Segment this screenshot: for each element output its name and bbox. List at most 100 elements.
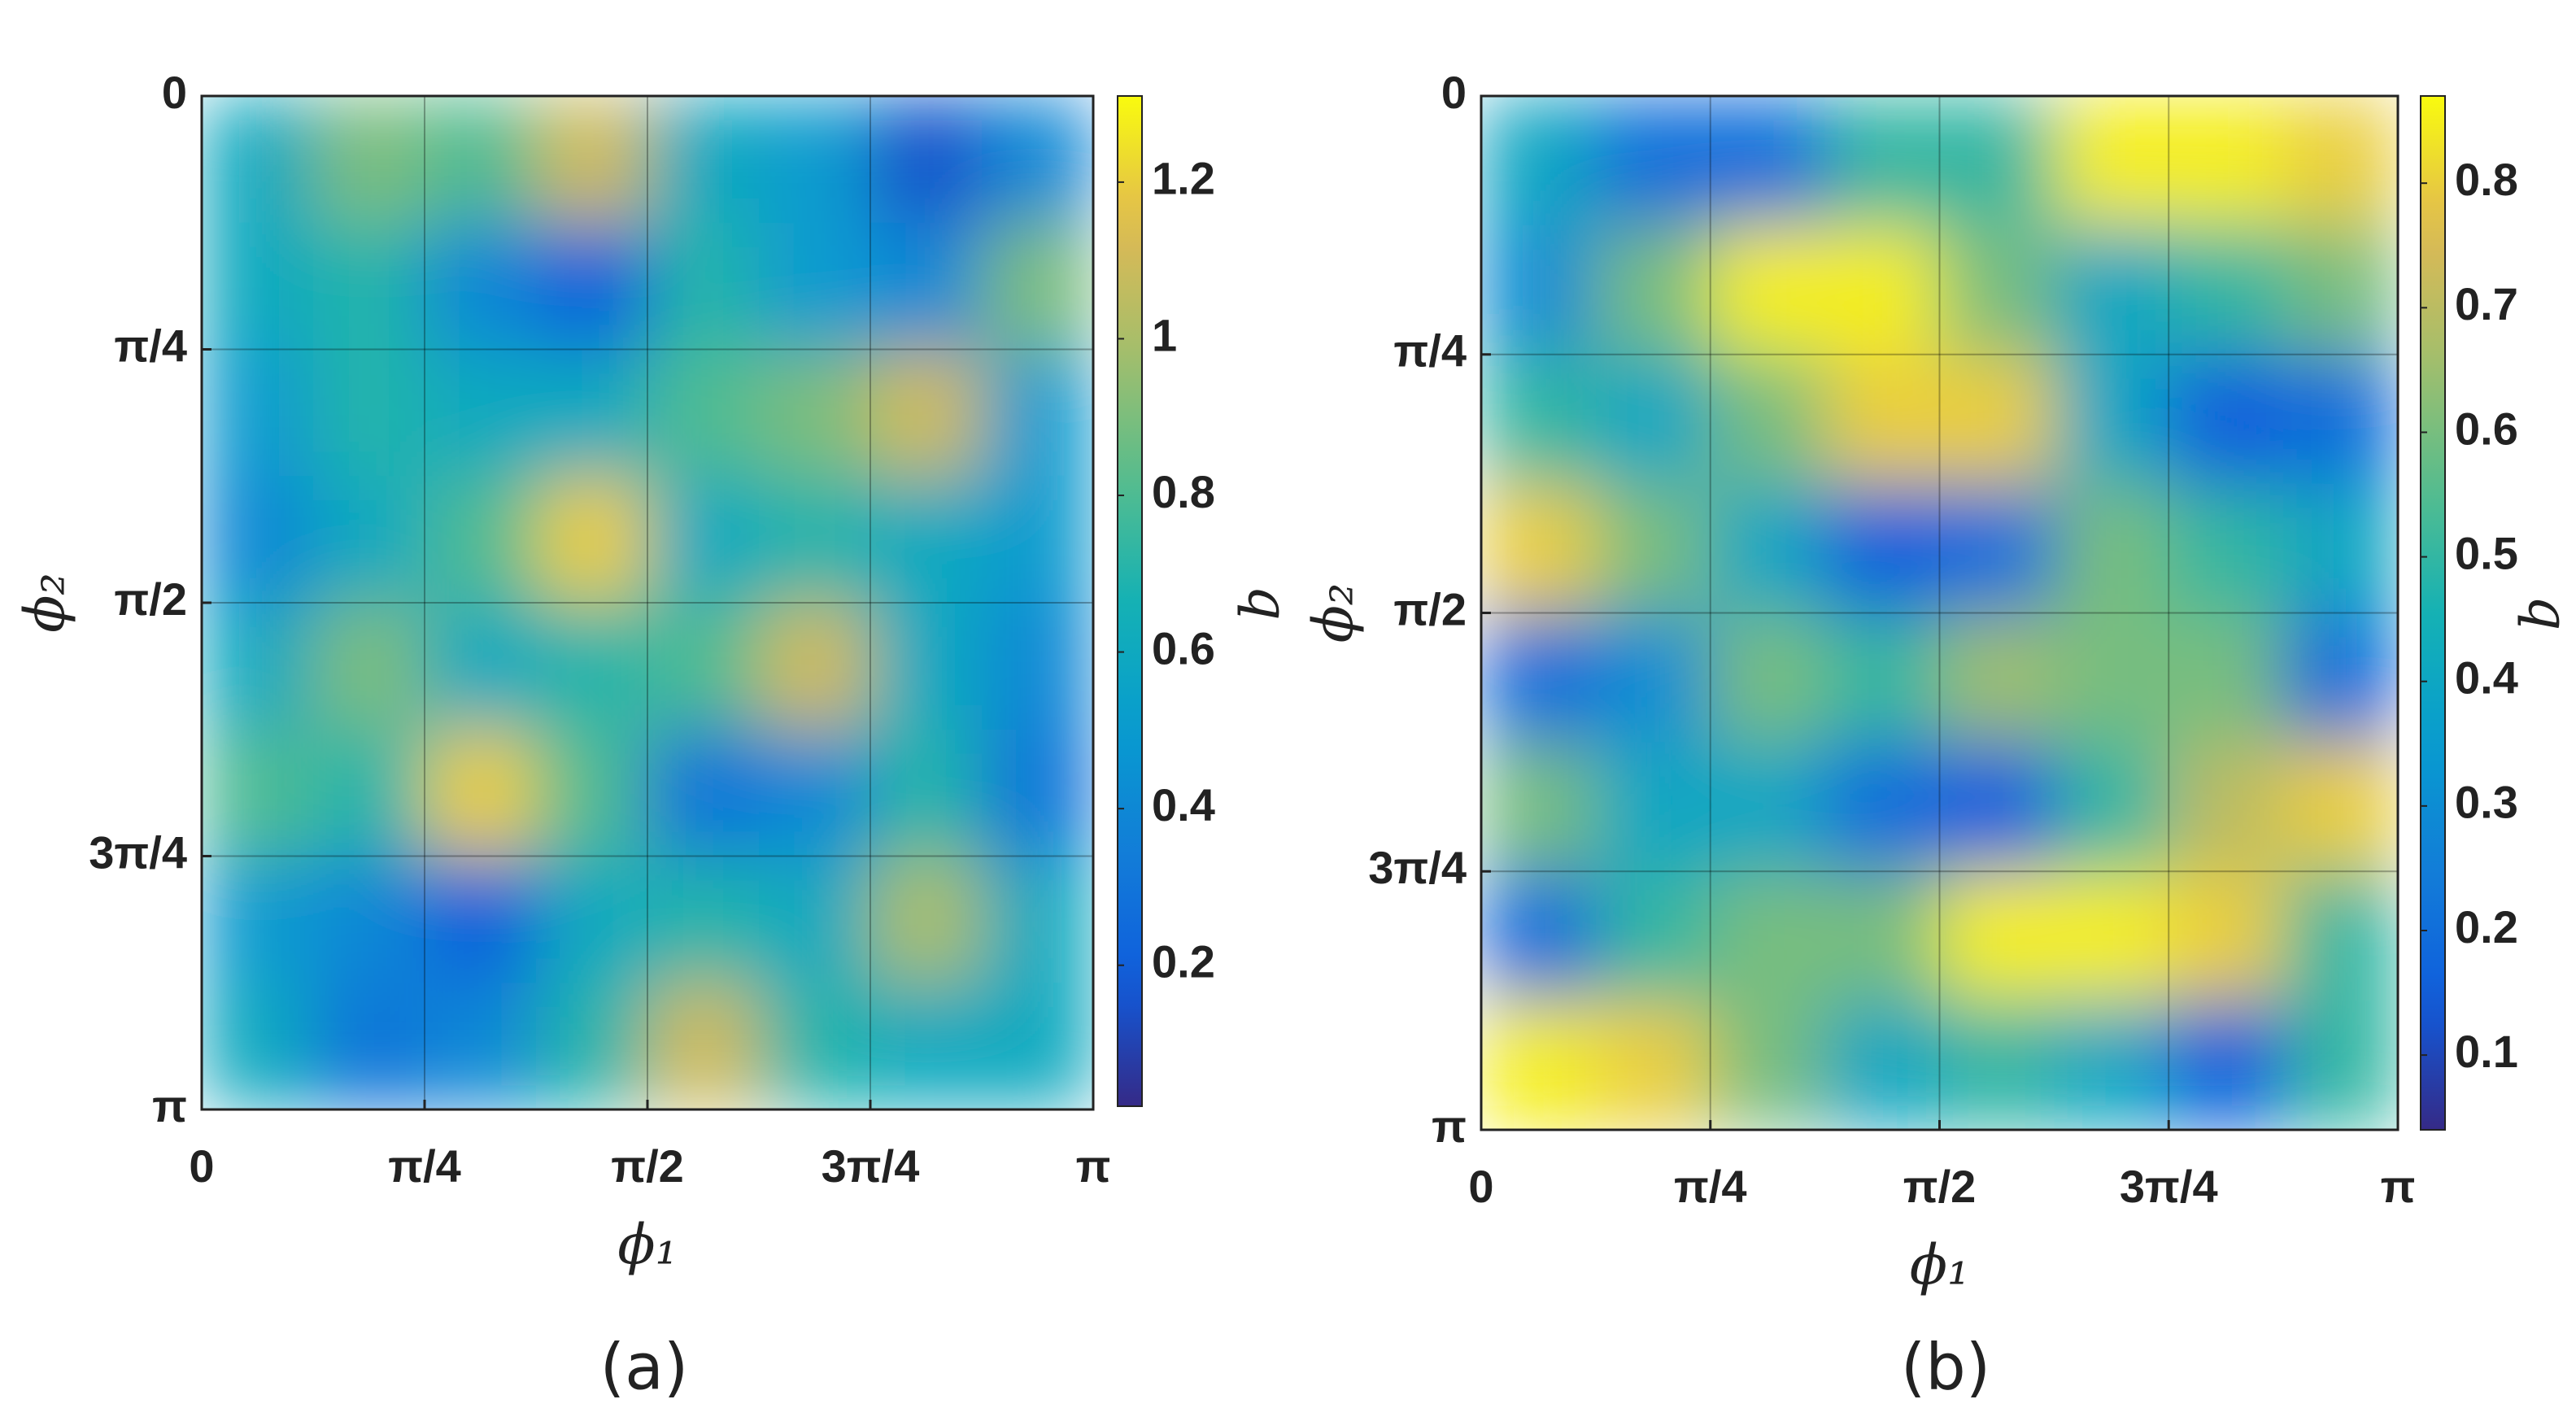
x-tick-label: π/2	[1903, 1161, 1977, 1212]
heatmap-cell	[313, 729, 425, 857]
heatmap-cell	[1939, 871, 2055, 1001]
heatmap-cell	[870, 96, 983, 224]
heatmap-cell	[647, 603, 760, 730]
heatmap-cell	[313, 603, 425, 730]
heatmap-cell	[313, 222, 425, 350]
heatmap-cell	[2054, 354, 2169, 485]
heatmap-cell	[1939, 612, 2055, 743]
heatmap-cell	[982, 349, 1093, 477]
heatmap-cell	[982, 983, 1093, 1109]
x-tick-label: 3π/4	[822, 1140, 920, 1192]
heatmap-cell	[536, 603, 648, 730]
heatmap-cell	[1481, 96, 1597, 226]
heatmap-cell	[1824, 224, 1940, 355]
heatmap-cell	[759, 222, 871, 350]
x-tick-label: π	[2381, 1161, 2416, 1212]
heatmap	[202, 96, 1093, 1109]
colorbar-tick-label: 0.7	[2455, 278, 2518, 329]
heatmap-cell	[2168, 224, 2284, 355]
y-tick-label: π/2	[1393, 583, 1467, 634]
heatmap-cell	[647, 349, 760, 477]
heatmap-cell	[1595, 224, 1711, 355]
heatmap-cell	[982, 222, 1093, 350]
heatmap-cell	[982, 729, 1093, 857]
heatmap-cell	[1824, 871, 1940, 1001]
heatmap-cell	[1481, 742, 1597, 872]
heatmap-cell	[313, 476, 425, 604]
colorbar-label: q	[2516, 595, 2576, 631]
colorbar-tick-label: 0.2	[2455, 901, 2518, 952]
heatmap-cell	[202, 476, 314, 604]
heatmap-cell	[2168, 354, 2284, 485]
heatmap-cell	[2283, 1000, 2398, 1130]
x-axis-label: ϕ₁	[1910, 1234, 1970, 1298]
heatmap-cell	[759, 476, 871, 604]
heatmap-cell	[647, 729, 760, 857]
heatmap-cell	[2168, 871, 2284, 1001]
heatmap-cell	[870, 856, 983, 983]
y-axis-label: ϕ₂	[14, 573, 78, 633]
y-tick-label: π	[1432, 1101, 1467, 1152]
heatmap-cell	[1824, 742, 1940, 872]
heatmap-cell	[1595, 483, 1711, 613]
heatmap-cell	[2054, 483, 2169, 613]
colorbar-tick-label: 0.8	[1152, 466, 1215, 517]
heatmap-cell	[1595, 1000, 1711, 1130]
heatmap-cell	[1710, 354, 1826, 485]
colorbar-tick-label: 0.4	[2455, 652, 2518, 704]
heatmap-cell	[2283, 871, 2398, 1001]
x-tick-label: 3π/4	[2120, 1161, 2218, 1212]
heatmap-cell	[1481, 224, 1597, 355]
heatmap-cell	[1824, 96, 1940, 226]
heatmap-cell	[870, 603, 983, 730]
heatmap-cell	[1595, 354, 1711, 485]
heatmap-cell	[1481, 483, 1597, 613]
heatmap-cell	[647, 476, 760, 604]
colorbar-tick-label: 0.5	[2455, 527, 2518, 578]
heatmap-cell	[759, 603, 871, 730]
colorbar	[1117, 95, 1143, 1107]
y-tick-label: 0	[162, 67, 187, 118]
heatmap-cell	[759, 96, 871, 224]
heatmap-cell	[759, 349, 871, 477]
heatmap-cell	[1481, 1000, 1597, 1130]
heatmap-cell	[536, 222, 648, 350]
heatmap-cell	[2168, 1000, 2284, 1130]
heatmap-cell	[202, 603, 314, 730]
heatmap-cell	[425, 603, 537, 730]
heatmap-cell	[2054, 1000, 2169, 1130]
heatmap-cell	[2283, 483, 2398, 613]
heatmap-cell	[870, 983, 983, 1109]
heatmap-cell	[536, 729, 648, 857]
heatmap-cell	[1710, 483, 1826, 613]
heatmap-cell	[759, 856, 871, 983]
heatmap-cell	[2168, 483, 2284, 613]
heatmap-cell	[2283, 354, 2398, 485]
y-tick-label: π/4	[114, 320, 187, 371]
y-tick-label: 3π/4	[1368, 842, 1467, 893]
heatmap-cell	[425, 729, 537, 857]
heatmap-cell	[2054, 871, 2169, 1001]
colorbar-tick-label: 0.6	[2455, 403, 2518, 454]
colorbar-tick-label: 0.6	[1152, 622, 1215, 673]
heatmap-cell	[1481, 612, 1597, 743]
plot-frame	[200, 94, 1095, 1111]
heatmap-cell	[313, 349, 425, 477]
heatmap-cell	[1939, 354, 2055, 485]
heatmap-cell	[2168, 742, 2284, 872]
colorbar-tick-label: 1.2	[1152, 153, 1215, 204]
heatmap-cell	[1939, 96, 2055, 226]
heatmap-cell	[1710, 742, 1826, 872]
heatmap-cell	[425, 96, 537, 224]
heatmap-cell	[1939, 742, 2055, 872]
heatmap-cell	[2054, 96, 2169, 226]
heatmap-cell	[870, 349, 983, 477]
heatmap-cell	[759, 729, 871, 857]
heatmap-cell	[982, 96, 1093, 224]
heatmap-cell	[1710, 612, 1826, 743]
heatmap-cell	[202, 349, 314, 477]
heatmap-cell	[1939, 483, 2055, 613]
heatmap-cell	[1939, 1000, 2055, 1130]
heatmap-cell	[313, 856, 425, 983]
